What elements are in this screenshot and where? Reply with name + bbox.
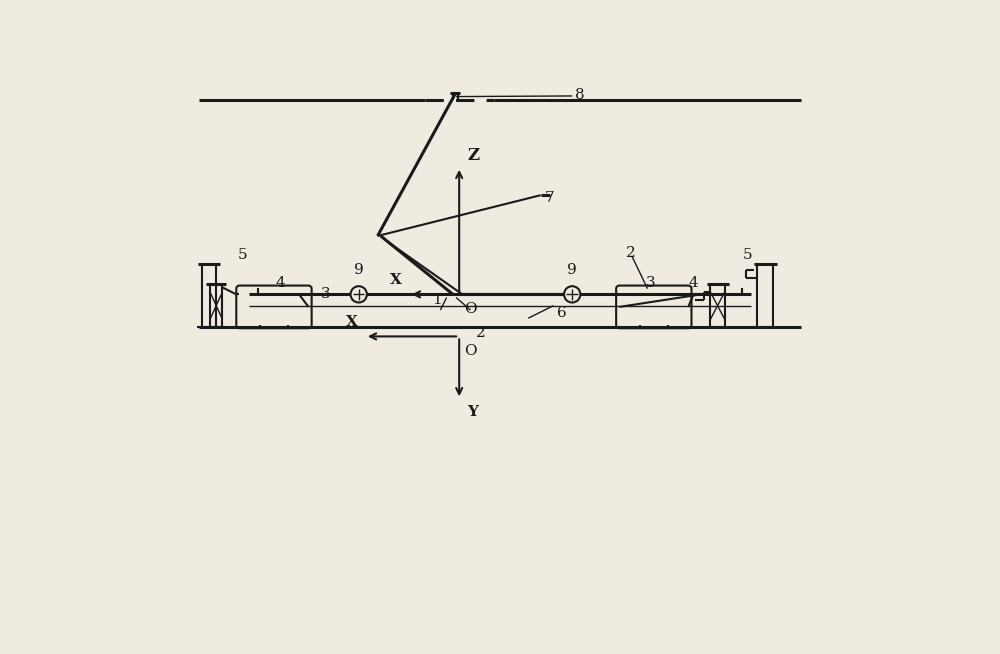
Text: O: O [464,302,477,316]
Text: 4: 4 [275,276,285,290]
Text: 8: 8 [575,88,585,102]
Text: X: X [390,273,401,287]
Text: 5: 5 [743,248,753,262]
Text: 1: 1 [432,293,442,307]
Text: 2: 2 [476,326,486,340]
Text: X: X [346,315,357,329]
Text: 9: 9 [567,263,577,277]
Text: 9: 9 [354,263,364,277]
Text: 3: 3 [646,276,655,290]
Text: 6: 6 [557,305,566,320]
Text: Y: Y [467,405,478,419]
Text: 2: 2 [626,246,635,260]
Text: Z: Z [467,146,479,164]
Circle shape [564,286,580,303]
Text: 3: 3 [321,286,331,301]
Text: 5: 5 [238,248,247,262]
Text: 4: 4 [688,276,698,290]
Circle shape [351,286,367,303]
Text: O: O [464,344,477,358]
Text: 7: 7 [545,191,555,205]
